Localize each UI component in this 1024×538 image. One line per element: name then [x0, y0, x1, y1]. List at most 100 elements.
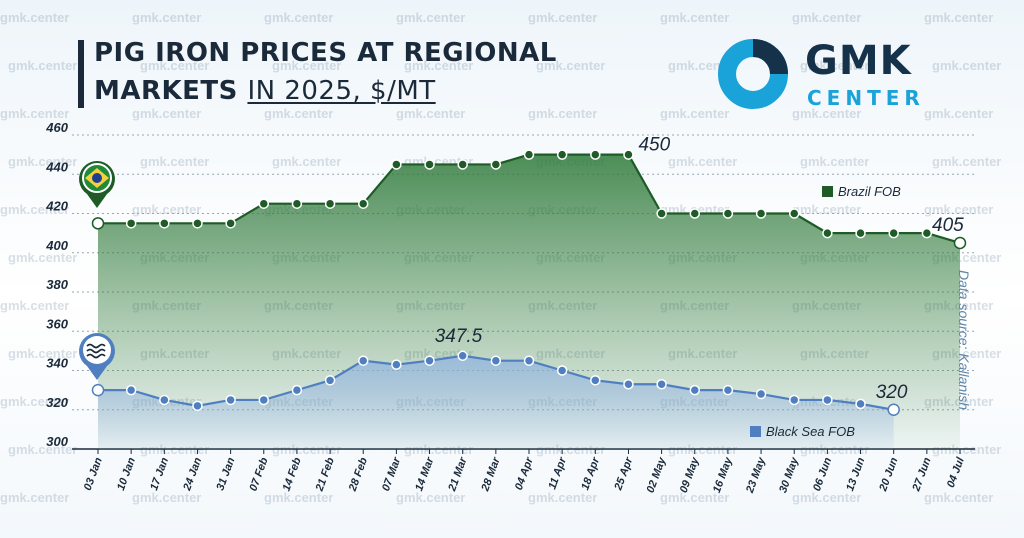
data-labels: 450 405 347.5 320 — [435, 135, 964, 403]
x-tick-label: 28 Feb — [347, 456, 371, 494]
x-tick-label: 28 Mar — [479, 455, 503, 493]
x-tick-label: 20 Jun — [877, 456, 901, 494]
blacksea-peak-label: 347.5 — [435, 326, 483, 347]
blacksea-area — [98, 355, 894, 449]
page-title-line2: MARKETS IN 2025, $/MT — [94, 76, 436, 106]
blacksea-point — [457, 350, 468, 362]
y-axis: 300 320 340 360 380 400 420 440 460 — [45, 120, 68, 449]
legend: Brazil FOB Black Sea FOB — [750, 184, 901, 439]
blacksea-point — [324, 375, 336, 386]
brazil-point — [324, 198, 336, 209]
page-title-line1: PIG IRON PRICES AT REGIONAL — [94, 38, 557, 68]
blacksea-last-label: 320 — [876, 382, 908, 403]
y-tick-label: 440 — [45, 159, 68, 174]
x-tick-label: 07 Mar — [380, 455, 403, 493]
brazil-point — [357, 198, 369, 209]
blacksea-series — [91, 350, 900, 449]
brazil-point — [953, 236, 967, 250]
brazil-series — [91, 149, 967, 449]
x-tick-label: 13 Jun — [844, 456, 867, 493]
x-tick-label: 21 Mar — [446, 455, 470, 493]
brazil-point — [788, 208, 800, 219]
brazil-point — [623, 149, 634, 160]
y-tick-label: 460 — [45, 120, 68, 135]
blacksea-point — [887, 403, 900, 416]
blacksea-point — [722, 384, 734, 396]
brazil-point — [921, 227, 933, 239]
blacksea-point — [822, 394, 833, 406]
brazil-point — [258, 198, 270, 209]
x-tick-label: 24 Jan — [181, 456, 204, 493]
title-bold-part: MARKETS — [94, 76, 238, 106]
x-tick-label: 07 Feb — [247, 456, 270, 493]
blacksea-point — [855, 398, 866, 410]
x-tick-label: 04 Apr — [513, 455, 536, 492]
brazil-point — [822, 227, 833, 239]
brazil-point — [855, 227, 866, 239]
brazil-last-label: 405 — [932, 215, 964, 236]
brazil-point — [457, 159, 468, 170]
brazil-point — [291, 198, 303, 209]
y-tick-label: 420 — [45, 199, 68, 214]
blacksea-point — [755, 388, 767, 400]
brazil-peak-label: 450 — [638, 135, 670, 156]
x-tick-label: 11 Apr — [546, 455, 569, 491]
blacksea-point — [291, 384, 303, 396]
sea-waves-pin-icon — [79, 333, 115, 380]
x-tick-label: 14 Feb — [281, 456, 304, 493]
x-tick-label: 27 Jun — [910, 456, 934, 494]
legend-swatch-brazil — [822, 186, 833, 197]
logo-subtitle: CENTER — [807, 86, 925, 110]
brazil-point — [125, 218, 137, 229]
brazil-point — [888, 227, 899, 239]
x-tick-label: 23 May — [744, 455, 768, 495]
x-tick-label: 25 Apr — [612, 455, 635, 493]
brazil-point — [424, 159, 435, 170]
brazil-point — [556, 149, 568, 160]
blacksea-point — [424, 355, 435, 366]
title-accent-bar — [78, 40, 84, 108]
blacksea-point — [788, 394, 800, 406]
blacksea-point — [391, 359, 402, 370]
y-tick-label: 380 — [46, 277, 68, 292]
y-tick-label: 360 — [46, 316, 68, 331]
gmk-center-logo: GMK CENTER — [717, 38, 937, 110]
x-tick-label: 30 May — [777, 455, 801, 494]
legend-label-blacksea: Black Sea FOB — [766, 424, 855, 439]
x-tick-label: 21 Feb — [313, 456, 337, 494]
brazil-flag-pin-icon — [79, 161, 115, 208]
x-tick-label: 06 Jun — [811, 456, 834, 493]
blacksea-point — [258, 394, 270, 406]
x-tick-label: 31 Jan — [214, 456, 237, 493]
y-tick-label: 340 — [46, 356, 68, 371]
blacksea-point — [623, 378, 634, 390]
blacksea-point — [159, 394, 170, 406]
blacksea-point — [225, 394, 236, 406]
blacksea-point — [523, 355, 535, 366]
series-icons — [79, 161, 115, 380]
blacksea-point — [556, 365, 568, 376]
title-light-part: IN 2025, $/MT — [247, 76, 436, 106]
x-axis: 03 Jan 10 Jan 17 Jan 24 Jan 31 Jan 07 Feb 14 F… — [72, 448, 975, 495]
brazil-point — [192, 218, 203, 229]
y-tick-label: 400 — [45, 238, 68, 253]
legend-swatch-blacksea — [750, 426, 761, 437]
blacksea-point — [689, 384, 701, 396]
blacksea-point — [125, 384, 137, 396]
brazil-area — [98, 154, 960, 449]
brazil-point — [225, 218, 236, 229]
x-tick-label: 17 Jan — [148, 456, 171, 493]
logo-ring-icon — [718, 39, 788, 109]
x-tick-label: 09 May — [678, 455, 702, 494]
blacksea-point — [656, 378, 667, 390]
data-source-note: Data source: Kallanish — [956, 270, 972, 411]
brazil-point — [490, 159, 502, 170]
x-tick-label: 02 May — [645, 455, 669, 494]
blacksea-point — [192, 400, 203, 412]
brazil-point — [689, 208, 701, 219]
brazil-point — [656, 208, 667, 219]
brazil-point — [722, 208, 734, 219]
x-tick-label: 14 Mar — [413, 455, 436, 493]
